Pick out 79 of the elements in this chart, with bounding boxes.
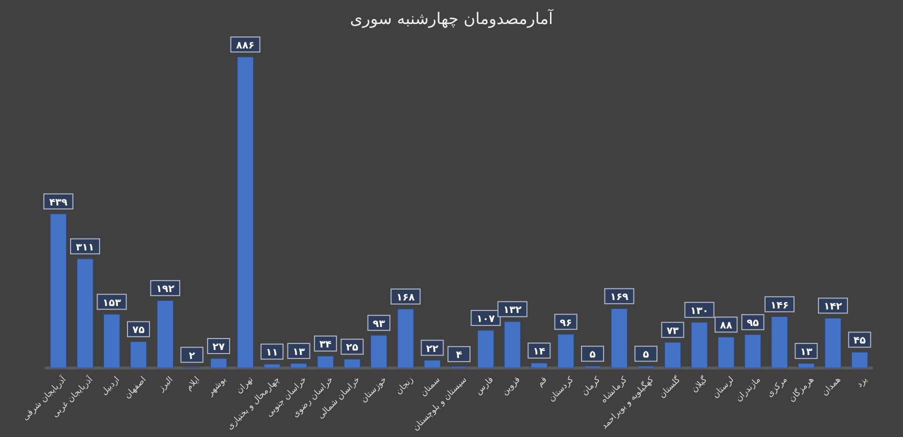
bar [798,363,814,368]
x-tick-label: گلستان [656,374,684,400]
x-tick-label: ایلام [184,375,202,393]
x-tick-label: مازندران [734,375,763,404]
data-label: ۱۴ [533,346,546,358]
x-tick-label: همدان [820,375,844,398]
x-tick-label: یزد [854,374,870,390]
data-label: ۳۴ [319,340,332,351]
data-label: ۱۱ [266,348,278,359]
data-label: ۲۵ [346,342,358,354]
bar [824,318,842,368]
bar [76,258,94,368]
bar [290,363,308,368]
x-tick-label: فارس [474,375,496,398]
data-label: ۱۴۶ [770,300,789,312]
x-tick-label: زنجان [394,375,416,397]
x-tick-label: قزوین [500,375,522,398]
data-label: ۲۲ [426,344,438,355]
bar [691,322,708,368]
data-label: ۷۳ [666,326,679,337]
x-tick-label: تهران [234,374,256,396]
bar [504,321,521,368]
data-label: ۱۹۲ [156,284,174,296]
bar [530,362,548,368]
data-label: ۱۶۹ [610,292,628,304]
data-label: ۱۳ [800,346,812,358]
bar [397,308,414,368]
bar [424,360,441,368]
data-label: ۴۵ [854,336,866,347]
bar [718,336,734,368]
data-label: ۳۱۱ [76,242,94,254]
bar [130,341,147,368]
bar [851,352,868,368]
bar [317,356,334,368]
x-tick-label: کردستان [546,374,577,404]
data-label: ۹۵ [746,318,759,330]
data-label: ۵ [589,350,596,361]
data-label: ۱۳۰ [690,306,709,317]
bar [477,330,494,368]
data-label: ۷۵ [132,325,145,336]
data-label: ۲ [188,350,195,362]
bar [610,308,628,368]
bar [771,316,788,368]
x-tick-label: لرستان [710,375,736,400]
data-label: ۴ [456,350,462,362]
data-label: ۹۶ [560,318,572,329]
data-label: ۱۰۷ [476,314,495,325]
x-tick-label: کرمان [580,374,604,398]
chart-title: آمارمصدومان چهارشنبه سوری [350,8,555,28]
x-tick-label: سمنان [418,375,442,399]
data-label: ۵ [642,350,650,361]
bar [264,364,280,368]
data-label: ۱۶۸ [396,292,415,304]
data-label: ۲۷ [212,342,225,354]
x-tick-label: اصفهان [122,375,149,401]
bar [50,214,67,368]
data-label: ۹۳ [372,318,385,330]
x-tick-label: قم [535,375,550,389]
data-label: ۸۸۶ [236,40,254,52]
bar [104,314,120,368]
bar [156,300,174,368]
data-label: ۱۳ [292,346,305,358]
data-label: ۱۵۳ [102,298,121,309]
x-tick-label: البرز [156,375,176,394]
data-label: ۴۳۹ [49,197,68,208]
x-tick-label: گیلان [689,374,710,395]
bar [210,358,227,368]
bar [744,334,762,368]
bar [370,335,388,368]
x-tick-label: خوزستان [359,375,389,405]
bar [664,342,681,368]
bar [558,334,574,368]
data-label: ۱۳۲ [503,305,522,316]
bar [237,56,254,368]
bar [344,358,360,368]
x-tick-label: بوشهر [205,375,229,399]
data-label: ۱۴۲ [824,302,842,313]
x-tick-label: اردبیل [99,375,122,398]
data-label: ۸۸ [720,320,732,332]
